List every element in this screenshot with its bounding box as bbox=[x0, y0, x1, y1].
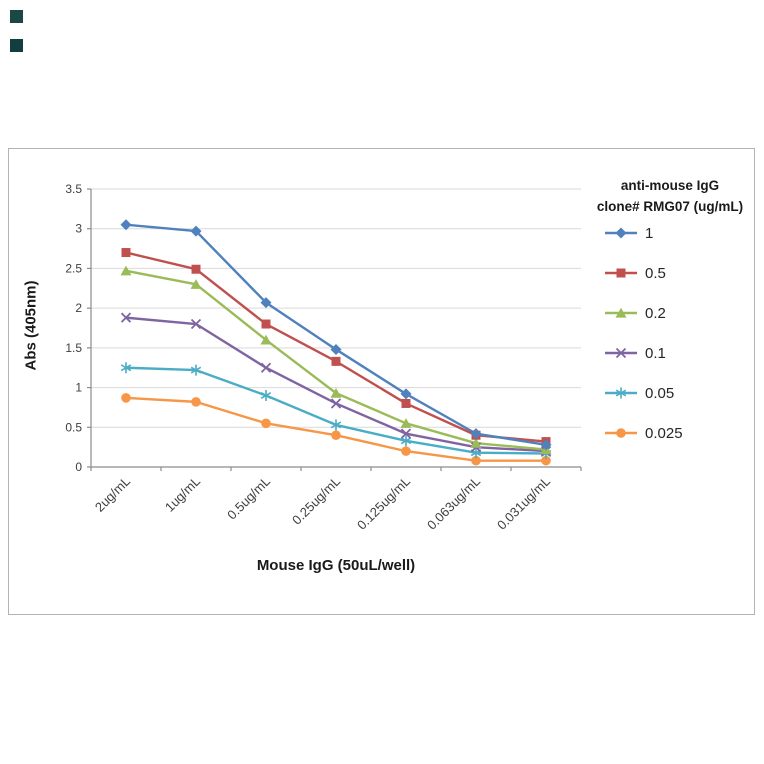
chart-frame: 0 0.5 1 1.5 2 2.5 3 3.5 2ug/mL 1ug/mL 0.5ug/mL 0.25… bbox=[8, 148, 755, 615]
x-axis-title: Mouse IgG (50uL/well) bbox=[256, 557, 416, 574]
x-marker bbox=[120, 312, 132, 323]
asterisk-marker bbox=[190, 364, 202, 376]
square-marker bbox=[401, 398, 411, 408]
x-category-label: 0.125ug/mL bbox=[354, 474, 413, 533]
diamond-marker bbox=[400, 388, 412, 400]
y-tick-label: 1.5 bbox=[65, 341, 82, 355]
x-category-label: 0.25ug/mL bbox=[289, 474, 343, 528]
legend-title: anti-mouse IgG clone# RMG07 (ug/mL) bbox=[587, 175, 753, 217]
x-marker bbox=[260, 362, 272, 373]
triangle-marker bbox=[470, 437, 482, 448]
x-marker bbox=[330, 398, 342, 409]
legend-label: 0.05 bbox=[645, 385, 674, 402]
series-line-0.05 bbox=[125, 366, 547, 455]
asterisk-marker bbox=[120, 362, 132, 374]
x-marker bbox=[190, 318, 202, 330]
circle-marker bbox=[121, 393, 131, 403]
circle-marker bbox=[616, 428, 626, 438]
legend-label: 0.1 bbox=[645, 345, 666, 362]
circle-marker bbox=[471, 455, 481, 466]
asterisk-marker bbox=[260, 390, 272, 402]
series-line-1 bbox=[125, 223, 547, 446]
asterisk-marker bbox=[330, 419, 342, 431]
circle-marker bbox=[261, 418, 271, 429]
triangle-marker bbox=[400, 418, 412, 428]
x-category-label: 0.031ug/mL bbox=[494, 474, 553, 533]
x-category-label: 0.063ug/mL bbox=[424, 474, 483, 533]
diamond-marker bbox=[120, 219, 132, 231]
y-tick-label: 3 bbox=[75, 222, 82, 236]
triangle-marker bbox=[330, 387, 342, 398]
x-category-label: 0.5ug/mL bbox=[224, 474, 273, 523]
circle-marker bbox=[331, 430, 341, 441]
square-marker bbox=[331, 356, 341, 366]
square-marker bbox=[616, 268, 626, 278]
y-tick-label: 2.5 bbox=[65, 261, 82, 275]
y-tick-label: 2 bbox=[75, 301, 82, 315]
legend-title-line1: anti-mouse IgG bbox=[620, 178, 720, 193]
diamond-marker bbox=[540, 439, 552, 451]
y-axis-title: Abs (405nm) bbox=[22, 280, 40, 371]
legend-label: 0.025 bbox=[645, 425, 683, 442]
circle-marker bbox=[541, 455, 551, 466]
x-marker bbox=[400, 428, 412, 439]
corner-mark-icon bbox=[10, 39, 23, 52]
square-marker bbox=[191, 264, 201, 274]
diamond-marker bbox=[470, 428, 482, 440]
legend-label: 1 bbox=[645, 225, 653, 242]
asterisk-marker bbox=[400, 435, 412, 447]
y-tick-label: 0 bbox=[75, 460, 82, 474]
diamond-marker bbox=[190, 225, 202, 237]
square-marker bbox=[121, 248, 131, 258]
x-marker bbox=[615, 347, 627, 359]
diamond-marker bbox=[615, 227, 627, 239]
y-tick-label: 3.5 bbox=[65, 182, 82, 196]
elisa-titration-line-chart: 0 0.5 1 1.5 2 2.5 3 3.5 2ug/mL 1ug/mL 0.5ug/mL 0.25… bbox=[65, 182, 683, 533]
x-category-label: 2ug/mL bbox=[92, 474, 133, 515]
diamond-marker bbox=[260, 297, 272, 309]
square-marker bbox=[261, 319, 271, 329]
diamond-marker bbox=[330, 343, 342, 355]
y-tick-label: 0.5 bbox=[65, 420, 82, 434]
legend-label: 0.2 bbox=[645, 305, 666, 322]
triangle-marker bbox=[260, 334, 272, 345]
legend-title-line2: clone# RMG07 (ug/mL) bbox=[596, 199, 744, 214]
triangle-marker bbox=[190, 279, 202, 289]
circle-marker bbox=[401, 446, 411, 456]
asterisk-marker bbox=[615, 387, 627, 399]
circle-marker bbox=[191, 397, 201, 407]
corner-mark-icon bbox=[10, 10, 23, 23]
legend-label: 0.5 bbox=[645, 265, 666, 282]
x-category-label: 1ug/mL bbox=[162, 474, 203, 515]
triangle-marker bbox=[120, 265, 132, 276]
triangle-marker bbox=[615, 307, 627, 318]
y-tick-label: 1 bbox=[75, 381, 82, 395]
